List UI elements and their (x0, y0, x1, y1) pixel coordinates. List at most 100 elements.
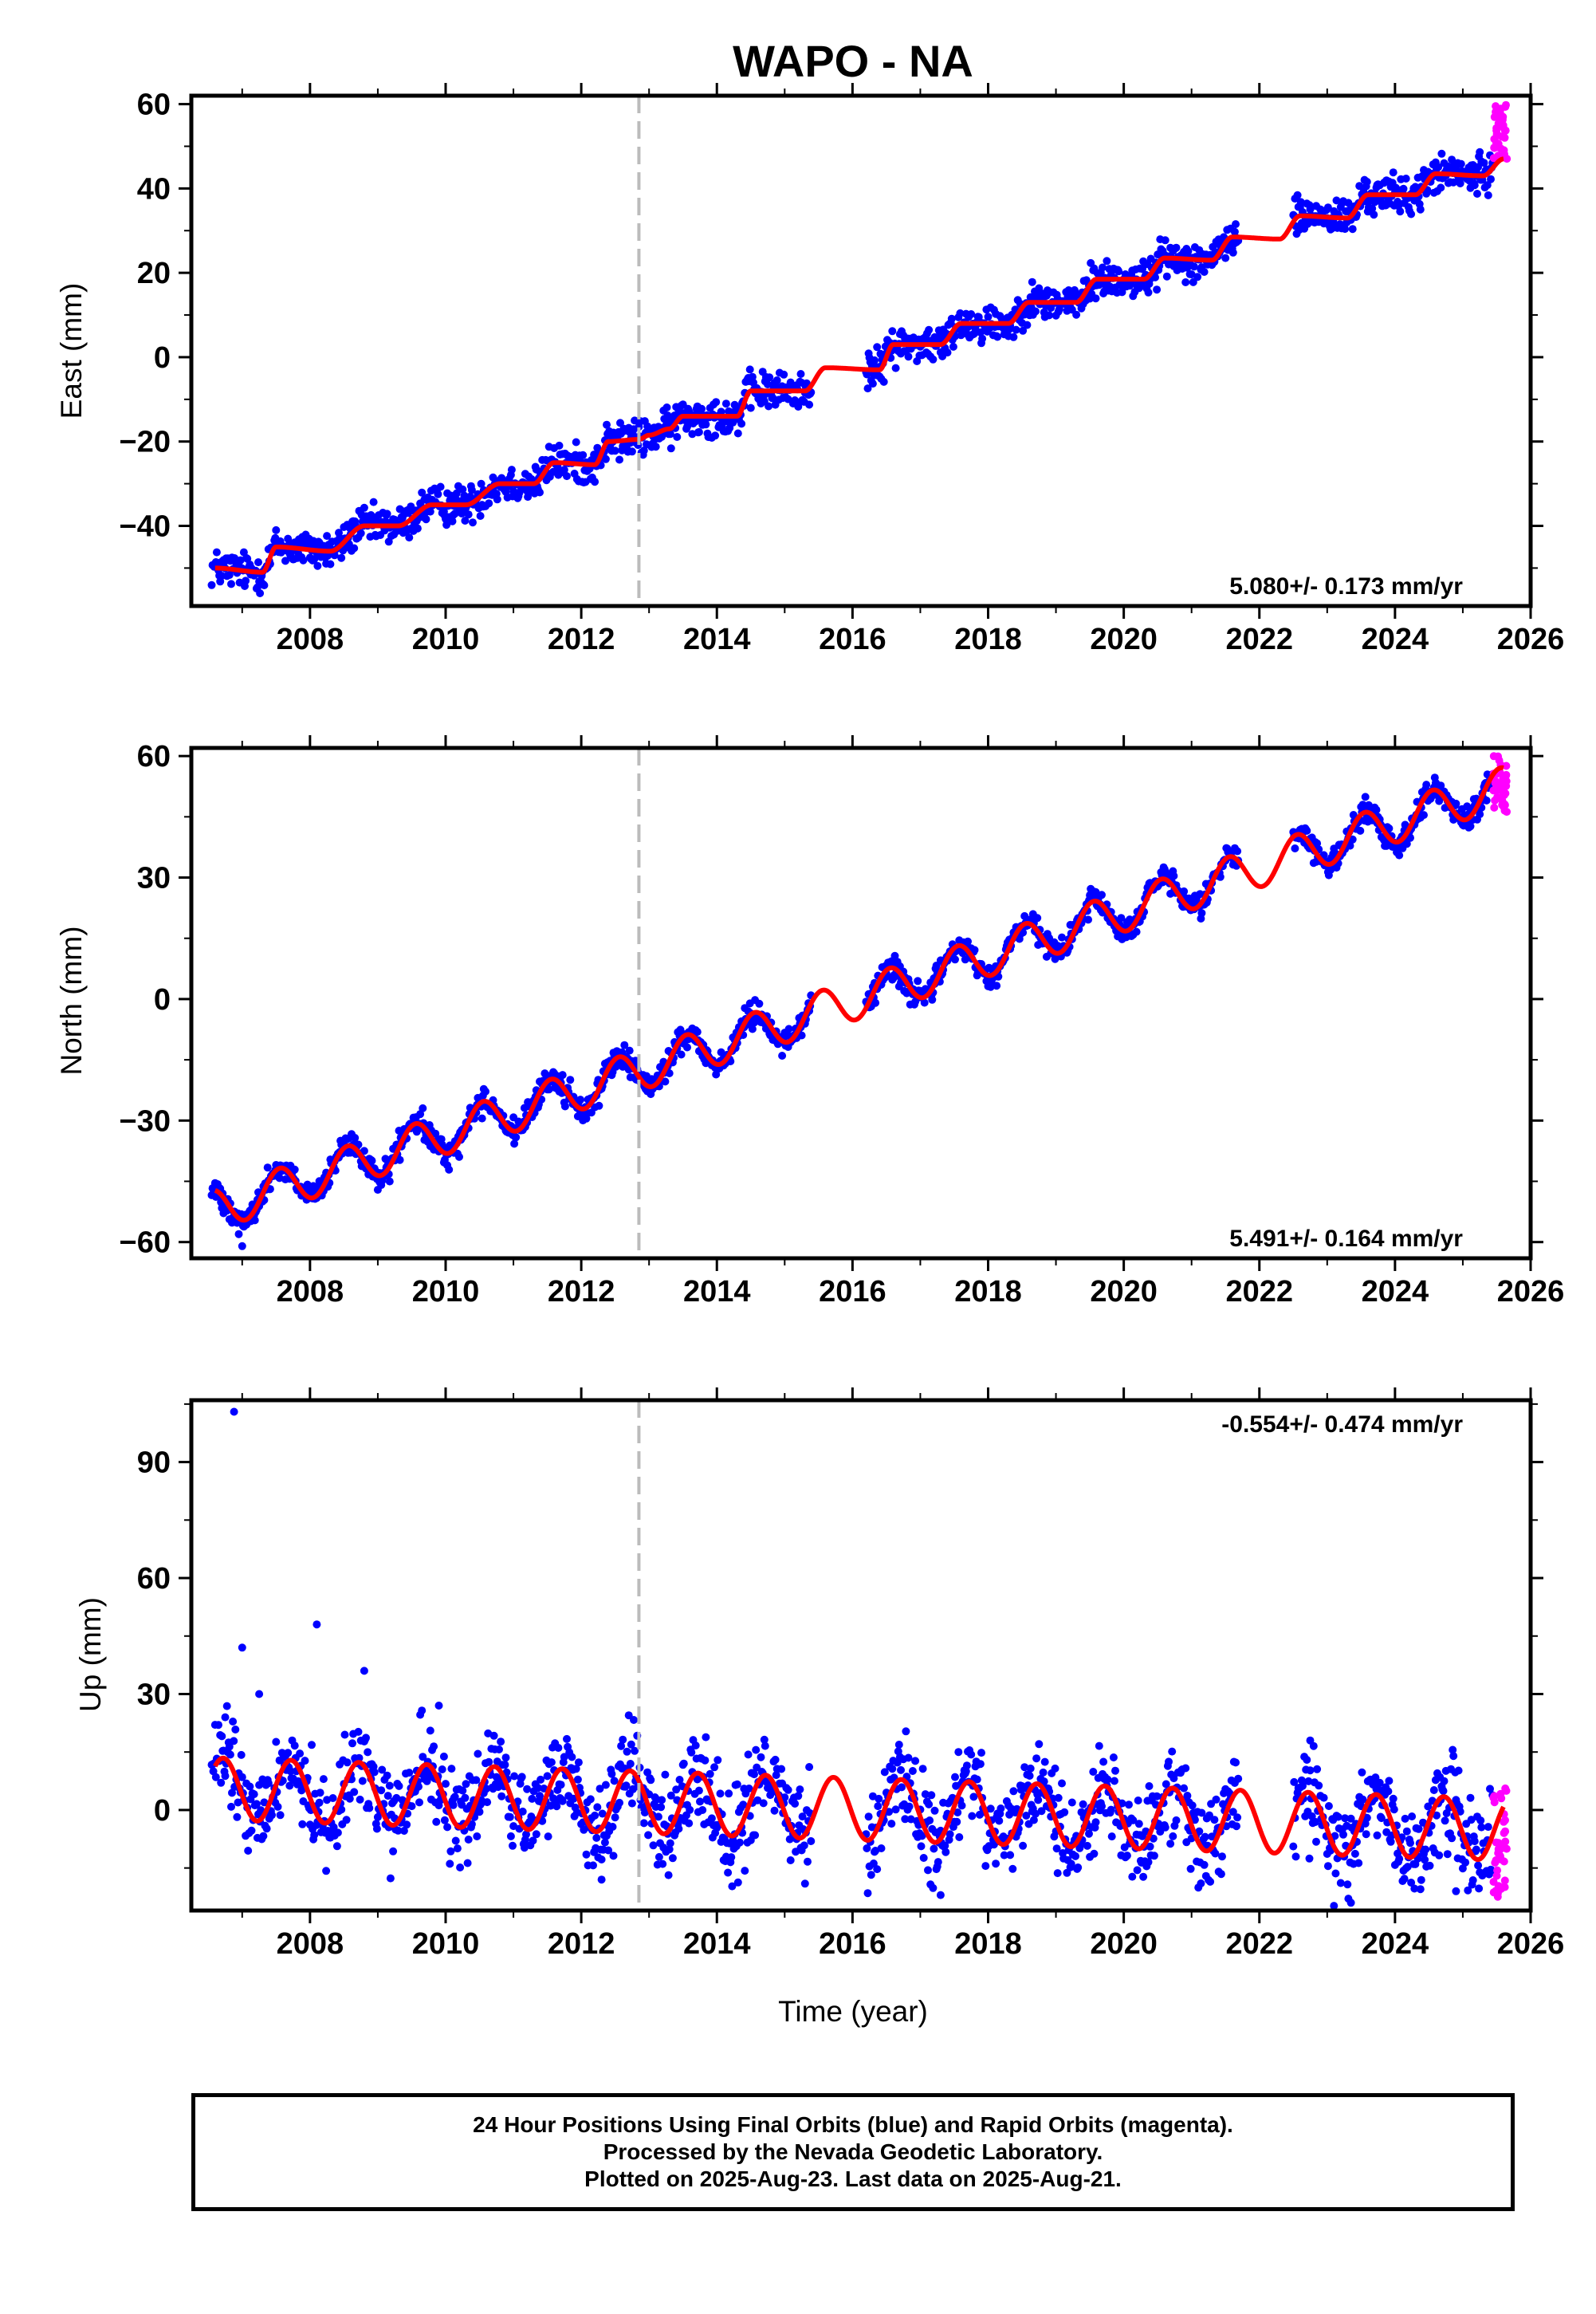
up-data-point (217, 1778, 226, 1787)
up-data-point (403, 1820, 411, 1829)
up-x-tick-label: 2016 (819, 1927, 886, 1961)
up-data-point (1109, 1753, 1118, 1761)
up-data-point (229, 1718, 238, 1726)
north-data-point (1132, 927, 1141, 936)
up-data-point (1421, 1845, 1430, 1854)
east-data-point (1019, 326, 1028, 335)
east-data-point (711, 431, 720, 440)
east-data-point (765, 402, 773, 411)
up-data-point (1089, 1768, 1098, 1776)
up-data-point (622, 1781, 631, 1790)
up-data-point (1053, 1869, 1062, 1878)
east-data-point (1456, 179, 1464, 187)
north-rapid-point (1498, 797, 1507, 805)
up-rapid-point (1490, 1792, 1499, 1800)
east-data-point (863, 370, 871, 379)
up-data-point (805, 1763, 814, 1771)
east-data-point (1399, 184, 1408, 193)
east-data-point (694, 427, 703, 436)
up-data-point (962, 1761, 971, 1770)
up-data-point (800, 1841, 808, 1850)
up-data-point (600, 1838, 609, 1847)
east-data-point (712, 398, 721, 407)
up-data-point (610, 1777, 619, 1785)
east-data-point (434, 490, 442, 498)
up-data-point (611, 1813, 619, 1822)
up-data-point (647, 1776, 655, 1785)
north-x-tick-label: 2018 (954, 1275, 1022, 1309)
up-data-point (666, 1839, 674, 1848)
north-data-point (1372, 805, 1381, 814)
up-data-point (501, 1753, 510, 1762)
up-data-point (495, 1745, 503, 1753)
north-rapid-point (1489, 786, 1498, 795)
up-data-point (1054, 1793, 1063, 1802)
up-data-point (710, 1763, 719, 1772)
north-data-point (595, 1101, 603, 1110)
east-data-point (323, 532, 332, 541)
east-data-point (524, 493, 533, 502)
up-outlier-point (1346, 1899, 1355, 1907)
east-data-point (666, 444, 675, 453)
up-data-point (506, 1832, 515, 1840)
up-data-point (1484, 1823, 1492, 1832)
north-data-point (1084, 915, 1092, 924)
up-data-point (227, 1802, 235, 1811)
east-data-point (1161, 236, 1169, 245)
north-data-point (778, 1052, 787, 1060)
up-data-point (509, 1841, 517, 1850)
east-data-point (1344, 199, 1353, 207)
up-data-point (864, 1812, 873, 1821)
east-rapid-orbit-points (1489, 100, 1511, 163)
north-y-tick-label: −30 (120, 1104, 171, 1138)
up-data-point (464, 1836, 473, 1844)
north-data-point (1356, 826, 1365, 835)
up-data-point (644, 1831, 653, 1840)
east-data-point (1341, 225, 1350, 234)
up-data-point (724, 1868, 733, 1877)
east-rapid-point (1489, 154, 1498, 163)
east-rapid-point (1495, 112, 1504, 121)
north-outlier-point (238, 1242, 246, 1250)
east-data-point (485, 499, 493, 508)
up-data-point (751, 1831, 760, 1840)
up-data-point (528, 1794, 537, 1803)
up-data-point (1303, 1756, 1311, 1764)
up-data-point (1477, 1823, 1486, 1832)
up-data-point (1350, 1849, 1359, 1858)
north-y-tick-label: −60 (120, 1226, 171, 1260)
up-data-point (447, 1765, 456, 1773)
up-data-point (658, 1796, 666, 1804)
chart-title: WAPO - NA (733, 36, 973, 86)
up-data-point (296, 1749, 305, 1758)
up-data-point (668, 1854, 677, 1863)
up-data-point (1060, 1808, 1069, 1816)
up-data-point (1110, 1777, 1118, 1785)
up-data-point (230, 1737, 238, 1745)
east-data-point (721, 399, 730, 408)
east-data-point (476, 512, 485, 520)
east-data-point (631, 416, 639, 425)
east-data-point (1153, 285, 1162, 294)
up-data-point (777, 1765, 786, 1773)
up-data-point (574, 1758, 583, 1767)
up-data-point (796, 1785, 804, 1794)
up-data-point (1313, 1765, 1322, 1773)
up-data-point (1441, 1816, 1449, 1825)
up-data-point (1111, 1766, 1119, 1775)
east-data-point (698, 404, 706, 413)
east-data-point (1396, 207, 1405, 216)
up-data-point (358, 1777, 367, 1785)
up-data-point (701, 1756, 710, 1765)
east-y-tick-label: 0 (154, 341, 171, 375)
east-data-point (639, 447, 648, 455)
north-data-point (993, 982, 1001, 990)
up-data-point (1144, 1858, 1153, 1867)
up-data-point (930, 1806, 939, 1815)
north-data-point (1420, 811, 1428, 820)
up-data-point (863, 1889, 872, 1898)
up-rapid-point (1492, 1856, 1500, 1864)
up-data-point (1009, 1787, 1018, 1796)
east-data-point (1370, 211, 1378, 219)
up-data-point (1210, 1816, 1219, 1824)
